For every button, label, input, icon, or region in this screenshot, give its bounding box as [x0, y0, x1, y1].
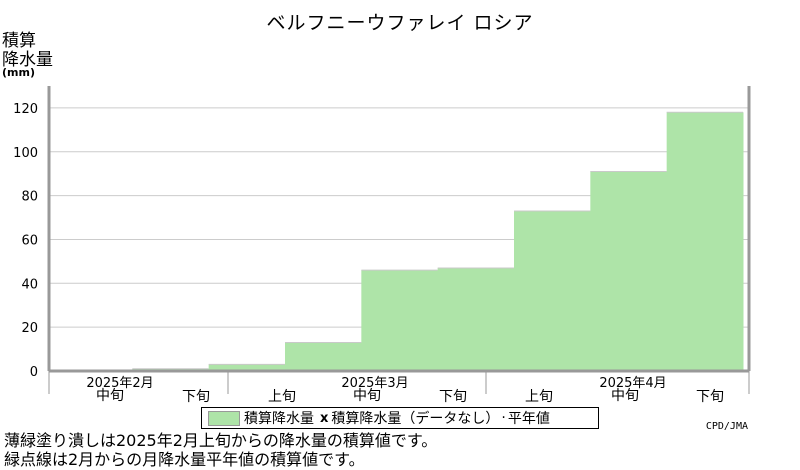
accumulated-bar-8 [666, 112, 744, 372]
y-axis-label-line1: 積算 [2, 31, 36, 51]
note-line-2: 緑点線は2月からの月降水量平年値の積算値です。 [4, 450, 365, 469]
accumulated-bar-3 [285, 342, 362, 371]
accumulated-bar-6 [514, 210, 591, 371]
y-tick-label-60: 60 [21, 233, 38, 248]
credit-text: CPD/JMA [705, 421, 748, 432]
dekad-label-1: 下旬 [182, 389, 210, 405]
dekad-label-0: 中旬 [96, 388, 124, 404]
legend-swatch-accumulated [208, 410, 240, 426]
y-axis-label-line2: 降水量 [2, 50, 53, 70]
month-label-0: 2025年2月 [86, 376, 153, 391]
y-tick-label-0: 0 [30, 365, 38, 380]
month-label-2: 2025年4月 [599, 376, 666, 391]
dekad-label-5: 上旬 [525, 389, 553, 405]
accumulated-bar-5 [437, 267, 515, 371]
legend-nodata-marker: x [320, 410, 329, 426]
legend-label-accumulated: 積算降水量 [244, 411, 314, 427]
legend: 積算降水量 x 積算降水量（データなし） · 平年値 [201, 407, 599, 429]
legend-label-nodata: 積算降水量（データなし） [331, 411, 500, 427]
note-line-1: 薄緑塗り潰しは2025年2月上旬からの降水量の積算値です。 [4, 431, 438, 450]
dekad-label-2: 上旬 [268, 389, 296, 405]
dekad-label-3: 中旬 [353, 388, 381, 404]
month-label-1: 2025年3月 [341, 376, 408, 391]
accumulated-bar-7 [590, 171, 668, 371]
dekad-label-4: 下旬 [439, 389, 467, 405]
legend-label-normal: 平年値 [507, 411, 550, 427]
y-axis-unit: (mm) [2, 66, 35, 79]
dekad-label-7: 下旬 [696, 389, 724, 405]
y-tick-label-40: 40 [21, 277, 38, 292]
dekad-label-6: 中旬 [611, 388, 639, 404]
accumulated-bar-4 [361, 270, 439, 371]
legend-normal-line-marker: · [501, 410, 506, 426]
chart-title: ベルフニーウファレイ ロシア [266, 12, 534, 34]
accumulated-bar-2 [208, 364, 286, 371]
y-tick-label-80: 80 [21, 190, 38, 205]
y-tick-label-120: 120 [13, 102, 38, 117]
y-tick-label-100: 100 [13, 146, 38, 161]
y-tick-label-20: 20 [21, 321, 38, 336]
